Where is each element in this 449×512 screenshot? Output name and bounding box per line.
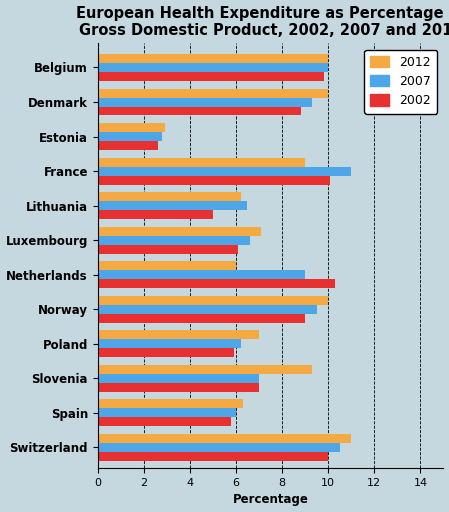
Title: European Health Expenditure as Percentage of
Gross Domestic Product, 2002, 2007 : European Health Expenditure as Percentag… xyxy=(76,6,449,38)
Bar xyxy=(97,365,312,374)
Bar xyxy=(97,201,247,210)
Bar xyxy=(97,314,305,323)
Bar xyxy=(97,339,241,348)
Bar xyxy=(97,399,243,409)
Bar xyxy=(97,279,335,288)
Bar xyxy=(97,417,231,426)
Bar xyxy=(97,158,305,166)
Bar xyxy=(97,89,328,97)
X-axis label: Percentage: Percentage xyxy=(233,494,308,506)
Bar xyxy=(97,210,213,219)
Bar xyxy=(97,97,312,106)
Bar xyxy=(97,348,233,357)
Bar xyxy=(97,141,158,150)
Bar xyxy=(97,236,250,245)
Bar xyxy=(97,132,162,141)
Bar xyxy=(97,192,241,201)
Legend: 2012, 2007, 2002: 2012, 2007, 2002 xyxy=(364,50,437,114)
Bar xyxy=(97,123,164,132)
Bar xyxy=(97,106,300,116)
Bar xyxy=(97,270,305,279)
Bar xyxy=(97,261,236,270)
Bar xyxy=(97,330,259,339)
Bar xyxy=(97,296,328,305)
Bar xyxy=(97,452,328,461)
Bar xyxy=(97,383,259,392)
Bar xyxy=(97,166,351,176)
Bar xyxy=(97,63,328,72)
Bar xyxy=(97,54,328,63)
Bar xyxy=(97,374,259,383)
Bar xyxy=(97,227,261,236)
Bar xyxy=(97,443,340,452)
Bar xyxy=(97,434,351,443)
Bar xyxy=(97,72,324,81)
Bar xyxy=(97,305,317,314)
Bar xyxy=(97,245,238,253)
Bar xyxy=(97,409,236,417)
Bar xyxy=(97,176,330,184)
